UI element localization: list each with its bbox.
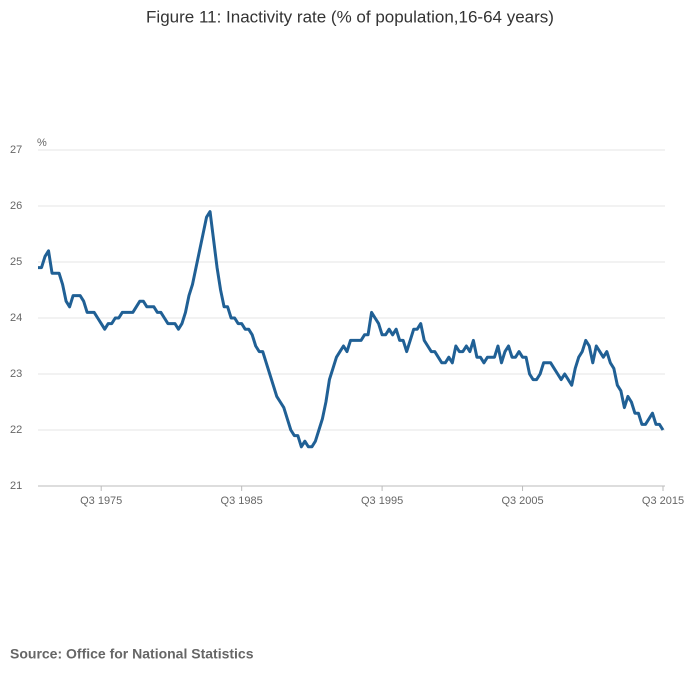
- line: [38, 210, 665, 449]
- y-tick-label: 22: [10, 424, 22, 436]
- x-tick-label: Q3 1985: [221, 495, 263, 507]
- y-tick-label: 24: [10, 312, 22, 324]
- x-tick-label: Q3 1995: [361, 495, 403, 507]
- y-tick-label: 27: [10, 144, 22, 156]
- source: Source: Office for National Statistics: [10, 646, 254, 662]
- y-tick-label: 25: [10, 256, 22, 268]
- x-tick-label: Q3 1975: [80, 495, 122, 507]
- y-tick-label: 26: [10, 200, 22, 212]
- x-tick-label: Q3 2015: [642, 495, 684, 507]
- y-tick-label: 21: [10, 480, 22, 492]
- y-tick-label: 23: [10, 368, 22, 380]
- y-unit: %: [37, 137, 47, 149]
- chart-title: Figure 11: Inactivity rate (% of populat…: [146, 7, 554, 26]
- x-tick-label: Q3 2005: [501, 495, 543, 507]
